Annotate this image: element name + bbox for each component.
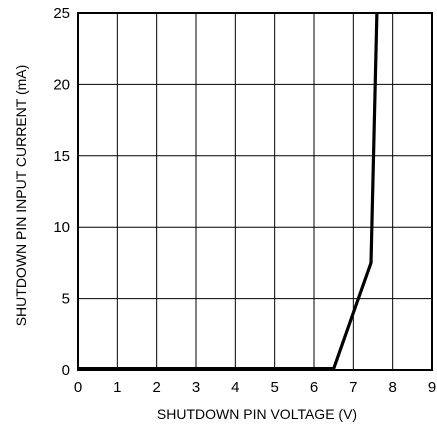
y-axis-title: SHUTDOWN PIN INPUT CURRENT (mA) xyxy=(13,65,29,327)
y-tick-label: 15 xyxy=(53,148,70,165)
x-tick-label: 0 xyxy=(74,379,82,396)
y-tick-label: 5 xyxy=(62,291,70,308)
x-tick-label: 9 xyxy=(428,379,436,396)
x-tick-label: 8 xyxy=(388,379,396,396)
series-layer xyxy=(78,12,379,371)
grid xyxy=(77,12,433,371)
x-axis-title: SHUTDOWN PIN VOLTAGE (V) xyxy=(157,406,357,422)
x-tick-label: 3 xyxy=(192,379,200,396)
y-tick-label: 10 xyxy=(53,219,70,236)
y-tick-label: 25 xyxy=(53,5,70,22)
x-tick-label: 2 xyxy=(152,379,160,396)
x-tick-label: 1 xyxy=(113,379,121,396)
x-tick-label: 4 xyxy=(231,379,239,396)
plot-frame xyxy=(77,12,433,371)
x-tick-label: 5 xyxy=(270,379,278,396)
y-tick-labels: 0 5 10 15 20 25 xyxy=(53,5,70,379)
y-tick-label: 0 xyxy=(62,362,70,379)
x-tick-label: 6 xyxy=(310,379,318,396)
x-tick-label: 7 xyxy=(349,379,357,396)
series-line xyxy=(78,12,379,371)
y-tick-label: 20 xyxy=(53,76,70,93)
x-tick-labels: 0 1 2 3 4 5 6 7 8 9 xyxy=(74,379,436,396)
